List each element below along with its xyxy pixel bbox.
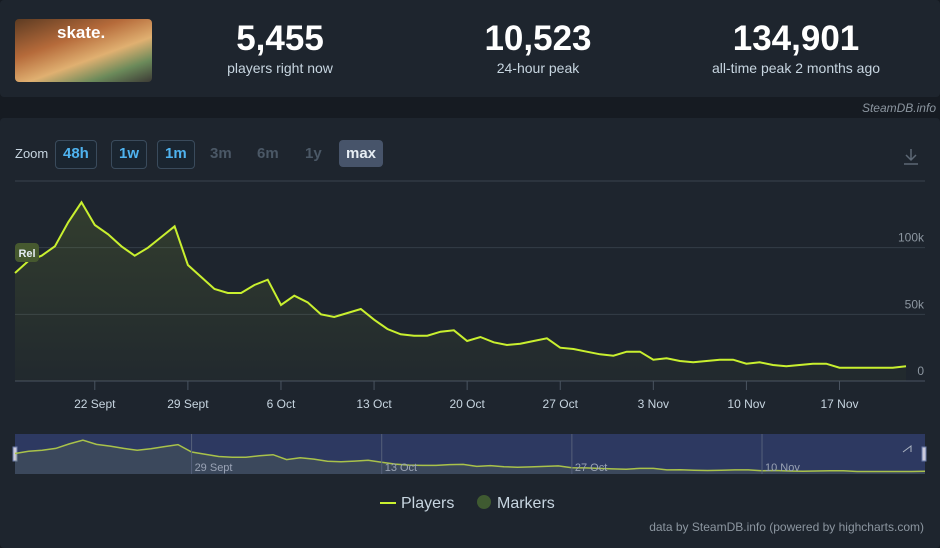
area	[15, 202, 906, 381]
handle[interactable]	[921, 446, 927, 462]
stat-value: 10,523	[484, 19, 592, 58]
zoom-button[interactable]: 6m	[257, 145, 279, 162]
stat: 134,901 all-time peak 2 months ago	[666, 19, 926, 77]
x-tick-label: 27 Oct	[543, 397, 579, 411]
navigator-label: 29 Sept	[195, 462, 233, 474]
x-tick-label: 10 Nov	[727, 397, 765, 411]
credit: data by SteamDB.info (powered by highcha…	[649, 520, 924, 534]
y-tick-label: 50k	[905, 297, 925, 311]
stat-label: 24-hour peak	[496, 60, 580, 76]
game-logo: skate.	[57, 23, 106, 42]
marker-flag: Rel	[15, 243, 39, 262]
stat: 5,455 players right now	[150, 19, 410, 77]
zoom-button[interactable]: 3m	[210, 145, 232, 162]
zoom-button[interactable]: 1y	[305, 145, 322, 162]
watermark: SteamDB.info	[861, 101, 936, 115]
zoom-button[interactable]: 1w	[111, 140, 148, 169]
line	[14, 200, 907, 369]
marker-flag-box	[15, 243, 39, 262]
x-tick-label: 29 Sept	[167, 397, 209, 411]
x-tick-label: 6 Oct	[267, 397, 296, 411]
navigator-line	[14, 439, 926, 473]
handle[interactable]	[12, 446, 18, 462]
navigator-label: 27 Oct	[575, 462, 607, 474]
zoom-button[interactable]: max	[339, 140, 384, 167]
legend-label[interactable]: Players	[401, 495, 454, 512]
stat-value: 134,901	[732, 19, 860, 58]
legend: Players Markers	[380, 495, 555, 512]
legend-marker[interactable]	[477, 495, 491, 509]
y-tick-label: 100k	[898, 231, 925, 245]
legend-label[interactable]: Markers	[497, 495, 555, 512]
x-tick-label: 20 Oct	[449, 397, 485, 411]
stat: 10,523 24-hour peak	[408, 19, 668, 77]
zoom-button[interactable]: 1m	[157, 140, 195, 169]
marker-flag-label: Rel	[18, 248, 35, 260]
zoom-button[interactable]: 48h	[55, 140, 97, 169]
navigator-handles	[12, 446, 927, 462]
y-tick-label: 0	[917, 364, 924, 378]
stat-value: 5,455	[236, 19, 324, 58]
x-tick-label: 17 Nov	[820, 397, 858, 411]
navigator-area	[15, 440, 925, 474]
navigator-label: 13 Oct	[385, 462, 417, 474]
zoom-label: Zoom	[15, 146, 49, 161]
stats-card: skate. 5,455 players right now 10,523 24-h…	[0, 0, 940, 97]
export-button[interactable]	[904, 149, 918, 165]
stat-label: players right now	[227, 60, 333, 76]
navigator-label: 10 Nov	[765, 462, 800, 474]
download-icon[interactable]	[902, 445, 912, 453]
x-tick-label: 22 Sept	[74, 397, 116, 411]
x-tick-label: 3 Nov	[638, 397, 669, 411]
navigator-mask	[15, 434, 925, 474]
stat-label: all-time peak 2 months ago	[711, 60, 881, 76]
game-thumbnail: skate.	[15, 19, 152, 82]
x-tick-label: 13 Oct	[356, 397, 392, 411]
